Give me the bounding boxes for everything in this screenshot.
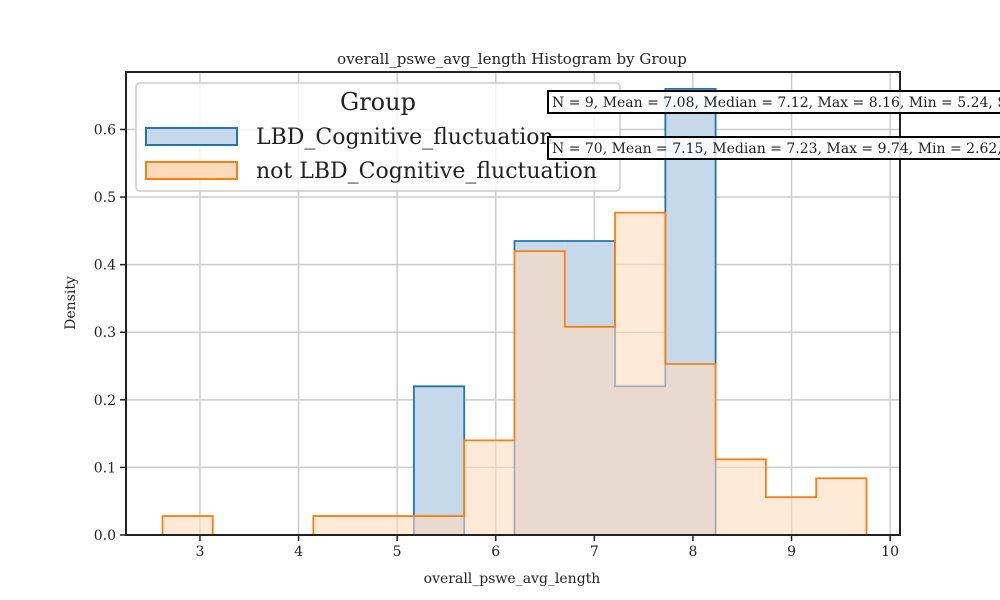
histogram-bar-not-lbd: [665, 363, 716, 535]
legend-label-lbd: LBD_Cognitive_fluctuation: [256, 125, 554, 150]
x-tick-label: 4: [294, 544, 303, 560]
histogram-bar-not-lbd: [564, 326, 616, 535]
x-tick-label: 8: [688, 544, 697, 560]
legend-label-not-lbd: not LBD_Cognitive_fluctuation: [256, 159, 597, 184]
stats-text-not-lbd: N = 70, Mean = 7.15, Median = 7.23, Max …: [552, 141, 1000, 157]
y-tick-label: 0.2: [94, 393, 116, 409]
y-tick-label: 0.6: [94, 122, 116, 138]
histogram-bar-not-lbd: [816, 478, 867, 535]
x-tick-label: 5: [393, 544, 402, 560]
axis-ticks: 3 4 5 6 7 8 9 10 0.0 0.1 0.2 0.3 0.4 0.5 0.6: [94, 122, 899, 560]
series-not-lbd-bars: [161, 211, 868, 536]
y-axis-label: Density: [63, 276, 79, 330]
x-tick-label: 10: [881, 544, 899, 560]
x-tick-label: 7: [590, 544, 599, 560]
histogram-bar-not-lbd: [162, 516, 213, 535]
histogram-bar-not-lbd: [464, 440, 515, 535]
histogram-bar-not-lbd: [615, 212, 666, 535]
stats-box-not-lbd: N = 70, Mean = 7.15, Median = 7.23, Max …: [547, 136, 1000, 160]
histogram-bar-not-lbd: [313, 516, 364, 535]
y-tick-label: 0.5: [94, 190, 116, 206]
chart-title: overall_pswe_avg_length Histogram by Gro…: [337, 50, 687, 68]
histogram-bar-not-lbd: [413, 516, 465, 535]
histogram-bar-not-lbd: [765, 497, 817, 535]
y-tick-label: 0.4: [94, 258, 116, 274]
legend: Group LBD_Cognitive_fluctuation not LBD_…: [135, 82, 621, 192]
legend-title: Group: [340, 88, 416, 116]
stats-text-lbd: N = 9, Mean = 7.08, Median = 7.12, Max =…: [552, 95, 1000, 111]
plot-frame: [125, 71, 901, 536]
legend-swatch-not-lbd: [145, 161, 238, 180]
histogram-bar-lbd: [413, 386, 465, 535]
y-tick-label: 0.1: [94, 460, 116, 476]
histogram-bar-not-lbd: [715, 459, 766, 535]
x-tick-label: 9: [787, 544, 796, 560]
stats-box-lbd: N = 9, Mean = 7.08, Median = 7.12, Max =…: [547, 90, 1000, 114]
x-tick-label: 6: [491, 544, 500, 560]
histogram-bar-not-lbd: [514, 251, 565, 535]
legend-swatch-lbd: [145, 127, 238, 146]
y-tick-label: 0.0: [94, 528, 116, 544]
x-tick-label: 3: [195, 544, 204, 560]
histogram-bar-not-lbd: [363, 516, 414, 535]
y-tick-label: 0.3: [94, 325, 116, 341]
x-axis-label: overall_pswe_avg_length: [424, 571, 601, 587]
